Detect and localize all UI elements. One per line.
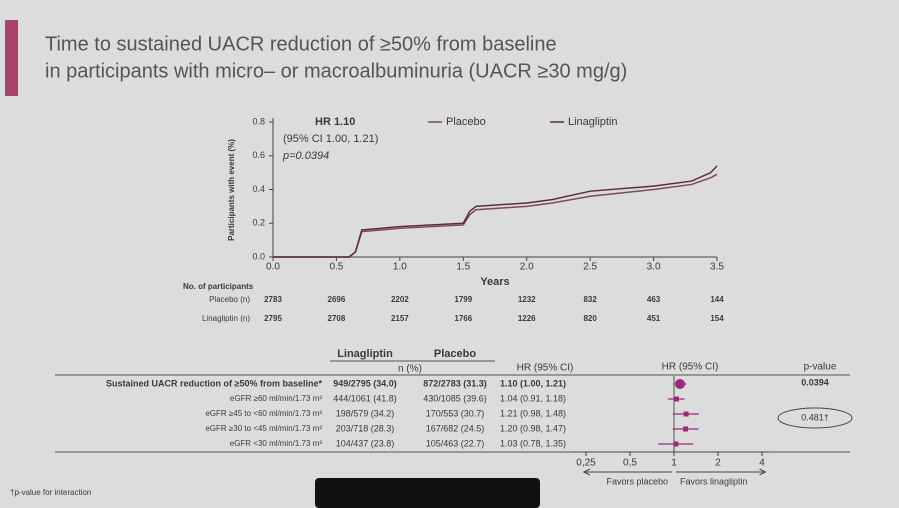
risk-count: 2696 bbox=[328, 295, 346, 304]
risk-count: 820 bbox=[583, 314, 597, 323]
annotation: HR 1.10 bbox=[315, 116, 355, 128]
p-value: 0.0394 bbox=[801, 377, 829, 387]
category-label: eGFR <30 ml/min/1.73 m² bbox=[230, 439, 323, 448]
x-tick-label: 3.5 bbox=[710, 262, 724, 273]
treatment-n: 203/718 (28.3) bbox=[336, 423, 395, 433]
risk-count: 2795 bbox=[264, 314, 282, 323]
hr-label: 1.20 (0.98, 1.47) bbox=[500, 423, 566, 433]
hr-label: 1.03 (0.78, 1.35) bbox=[500, 438, 566, 448]
x-tick-label: 2.5 bbox=[583, 262, 597, 273]
risk-count: 451 bbox=[647, 314, 661, 323]
risk-count: 1232 bbox=[518, 295, 536, 304]
risk-count: 2157 bbox=[391, 314, 409, 323]
column-header: p-value bbox=[804, 362, 837, 373]
risk-count: 2202 bbox=[391, 295, 409, 304]
y-tick-label: 0.2 bbox=[252, 218, 265, 228]
column-header: HR (95% CI) bbox=[662, 362, 719, 373]
projector-device bbox=[315, 478, 540, 508]
risk-count: 463 bbox=[647, 295, 661, 304]
treatment-n: 444/1061 (41.8) bbox=[333, 393, 397, 403]
control-n: 170/553 (30.7) bbox=[426, 408, 485, 418]
hr-point bbox=[683, 411, 689, 417]
control-n: 105/463 (22.7) bbox=[426, 438, 485, 448]
control-n: 430/1085 (39.6) bbox=[423, 393, 487, 403]
hr-label: 1.21 (0.98, 1.48) bbox=[500, 408, 566, 418]
risk-table-title: No. of participants bbox=[183, 282, 254, 291]
y-tick-label: 0.6 bbox=[252, 150, 265, 160]
survival-line bbox=[273, 165, 718, 258]
category-label: eGFR ≥30 to <45 ml/min/1.73 m² bbox=[205, 424, 322, 433]
title-line: in participants with micro– or macroalbu… bbox=[45, 60, 627, 82]
y-tick-label: 0.0 bbox=[252, 251, 265, 261]
y-tick-label: 0.4 bbox=[252, 184, 265, 194]
risk-count: 2708 bbox=[328, 314, 346, 323]
x-tick-label: 1.5 bbox=[456, 262, 470, 273]
favors-label: Favors placebo bbox=[606, 476, 668, 486]
risk-row-label: Linagliptin (n) bbox=[202, 314, 250, 323]
risk-count: 2783 bbox=[264, 295, 282, 304]
column-header: HR (95% CI) bbox=[517, 363, 574, 374]
hr-point bbox=[673, 441, 679, 447]
hr-label: 1.10 (1.00, 1.21) bbox=[500, 378, 566, 388]
annotation: p=0.0394 bbox=[282, 150, 329, 162]
interaction-oval bbox=[777, 407, 853, 429]
treatment-n: 104/437 (23.8) bbox=[336, 438, 395, 448]
risk-count: 1799 bbox=[454, 295, 472, 304]
treatment-n: 198/579 (34.2) bbox=[336, 408, 395, 418]
favors-label: Favors linagliptin bbox=[680, 476, 748, 486]
x-tick-label: 2.0 bbox=[520, 262, 534, 273]
column-header: n (%) bbox=[398, 364, 422, 375]
annotation: (95% CI 1.00, 1.21) bbox=[283, 133, 378, 145]
risk-count: 144 bbox=[710, 295, 724, 304]
x-tick-label: 4 bbox=[759, 458, 765, 469]
y-axis-label: Participants with event (%) bbox=[227, 139, 236, 241]
favors-arrow bbox=[676, 468, 767, 476]
hr-label: 1.04 (0.91, 1.18) bbox=[500, 393, 566, 403]
x-tick-label: 1.0 bbox=[393, 262, 407, 273]
x-tick-label: 2 bbox=[715, 458, 721, 469]
legend-label: Placebo bbox=[446, 116, 486, 128]
interaction-p-value: 0.481† bbox=[801, 412, 829, 422]
category-label: eGFR ≥45 to <60 ml/min/1.73 m² bbox=[205, 409, 322, 418]
x-tick-label: 1 bbox=[671, 458, 677, 469]
x-axis-label: Years bbox=[480, 276, 509, 288]
x-tick-label: 0,25 bbox=[576, 458, 596, 469]
hr-point bbox=[675, 379, 686, 389]
x-tick-label: 0,5 bbox=[623, 458, 637, 469]
risk-row-label: Placebo (n) bbox=[209, 295, 250, 304]
footnote: †p-value for interaction bbox=[10, 488, 91, 497]
column-header: Linagliptin bbox=[337, 348, 393, 360]
risk-count: 1226 bbox=[518, 314, 536, 323]
hr-point bbox=[673, 396, 679, 402]
control-n: 167/682 (24.5) bbox=[426, 423, 485, 433]
x-tick-label: 0.0 bbox=[266, 262, 280, 273]
column-header: Placebo bbox=[434, 348, 476, 360]
y-tick-label: 0.8 bbox=[252, 116, 265, 126]
risk-count: 832 bbox=[583, 295, 597, 304]
title-line: Time to sustained UACR reduction of ≥50%… bbox=[45, 33, 557, 55]
category-label: eGFR ≥60 ml/min/1.73 m² bbox=[230, 394, 322, 403]
x-tick-label: 0.5 bbox=[329, 262, 343, 273]
category-label: Sustained UACR reduction of ≥50% from ba… bbox=[106, 378, 322, 388]
legend-label: Linagliptin bbox=[568, 116, 618, 128]
accent-bar bbox=[5, 20, 18, 96]
risk-count: 1766 bbox=[454, 314, 472, 323]
favors-arrow bbox=[582, 468, 672, 476]
risk-count: 154 bbox=[710, 314, 724, 323]
hr-point bbox=[683, 426, 689, 432]
x-tick-label: 3.0 bbox=[647, 262, 661, 273]
treatment-n: 949/2795 (34.0) bbox=[333, 378, 397, 388]
control-n: 872/2783 (31.3) bbox=[423, 378, 487, 388]
